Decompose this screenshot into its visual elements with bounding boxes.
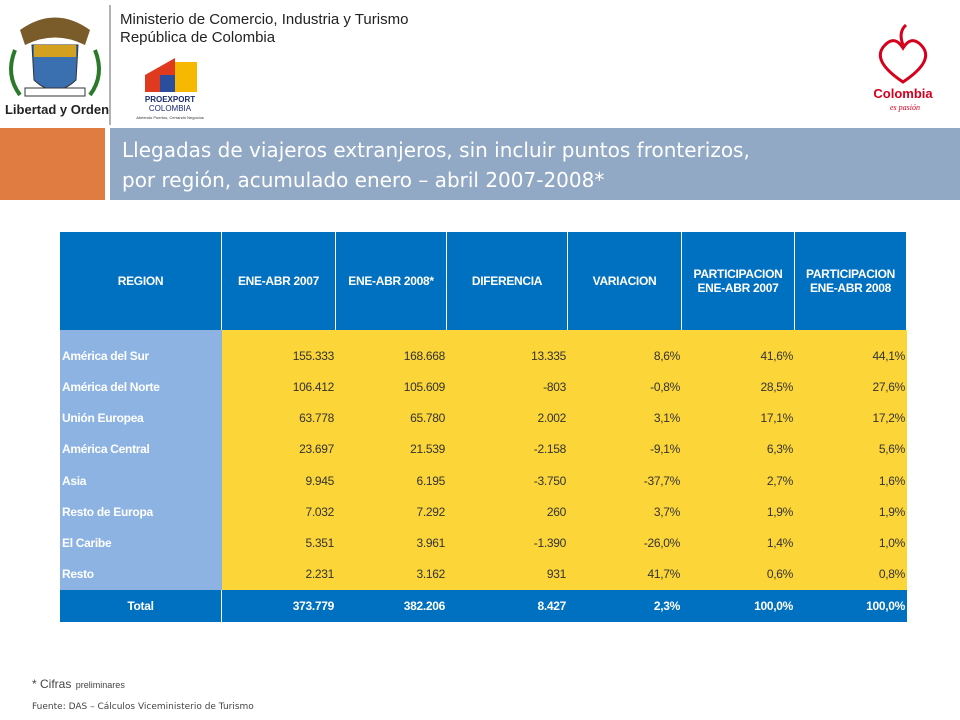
value: -0,8% [568,371,682,403]
column-header: REGION [60,232,222,330]
column-header: PARTICIPACION ENE-ABR 2008 [795,232,907,330]
coat-of-arms: Libertad y Orden [5,17,109,117]
value: -1.390 [447,527,568,559]
spacer [60,330,222,340]
proexport: PROEXPORT [145,95,195,104]
column-header: VARIACION [568,232,682,330]
proexport-slogan: Abriendo Puertos, Cerrando Negocios [136,115,204,120]
logos: Libertad y Orden Ministerio de Comercio,… [5,5,933,125]
brand-slogan: es pasión [890,103,920,112]
value: 41,7% [568,558,682,590]
value: 63.778 [222,402,336,434]
region: Unión Europea [60,402,222,434]
region: América Central [60,433,222,465]
note-mark: * Cifras [32,677,72,691]
region: El Caribe [60,527,222,559]
value: -803 [447,371,568,403]
value: 23.697 [222,433,336,465]
total: 382.206 [336,590,447,622]
value: 7.032 [222,496,336,528]
value: 13.335 [447,340,568,372]
value: 9.945 [222,465,336,497]
value: 0,6% [682,558,795,590]
region: América del Norte [60,371,222,403]
value: 65.780 [336,402,447,434]
value: 27,6% [795,371,907,403]
total: 100,0% [682,590,795,622]
region: Resto [60,558,222,590]
region: América del Sur [60,340,222,372]
accent-block [0,128,105,200]
colombia-brand: Colombia es pasión [873,23,933,112]
value: 6.195 [336,465,447,497]
column-header: PARTICIPACION ENE-ABR 2007 [682,232,795,330]
source: Fuente: DAS – Cálculos Viceministerio de… [32,702,254,712]
title-line: por región, acumulado enero – abril 2007… [122,168,605,192]
value: 1,6% [795,465,907,497]
value: 21.539 [336,433,447,465]
value: 2.231 [222,558,336,590]
value: 2,7% [682,465,795,497]
value: 41,6% [682,340,795,372]
motto: Libertad y Orden [5,102,109,117]
value: 6,3% [682,433,795,465]
value: 1,0% [795,527,907,559]
column-header: ENE-ABR 2008* [336,232,447,330]
value: 17,2% [795,402,907,434]
value: 1,9% [682,496,795,528]
value: 3.162 [336,558,447,590]
value: -2.158 [447,433,568,465]
value: 168.668 [336,340,447,372]
value: 5,6% [795,433,907,465]
value: 2.002 [447,402,568,434]
column-header: DIFERENCIA [447,232,568,330]
value: 931 [447,558,568,590]
region: Asia [60,465,222,497]
total: 373.779 [222,590,336,622]
note: * Cifras preliminares [32,675,125,693]
value: -37,7% [568,465,682,497]
ministry: Ministerio de Comercio, Industria y Turi… [120,11,408,28]
title-line: Llegadas de viajeros extranjeros, sin in… [122,138,750,162]
brand: Colombia [873,86,933,101]
value: 1,9% [795,496,907,528]
proexport-logo: PROEXPORT COLOMBIA Abriendo Puertos, Cer… [136,58,204,120]
value: -9,1% [568,433,682,465]
title-bar: Llegadas de viajeros extranjeros, sin in… [110,128,960,200]
total: 8.427 [447,590,568,622]
value: -26,0% [568,527,682,559]
value: 155.333 [222,340,336,372]
value: 3,7% [568,496,682,528]
total: Total [60,590,222,622]
value: 3.961 [336,527,447,559]
value: 260 [447,496,568,528]
proexport-country: COLOMBIA [149,104,192,113]
value: 8,6% [568,340,682,372]
republic: República de Colombia [120,29,276,46]
region: Resto de Europa [60,496,222,528]
value: 1,4% [682,527,795,559]
value: 106.412 [222,371,336,403]
value: -3.750 [447,465,568,497]
value: 105.609 [336,371,447,403]
value: 7.292 [336,496,447,528]
note-rest: preliminares [75,680,125,690]
value: 28,5% [682,371,795,403]
value: 17,1% [682,402,795,434]
spacer [222,330,907,340]
column-header: ENE-ABR 2007 [222,232,336,330]
value: 3,1% [568,402,682,434]
total: 2,3% [568,590,682,622]
total: 100,0% [795,590,907,622]
value: 44,1% [795,340,907,372]
value: 0,8% [795,558,907,590]
value: 5.351 [222,527,336,559]
